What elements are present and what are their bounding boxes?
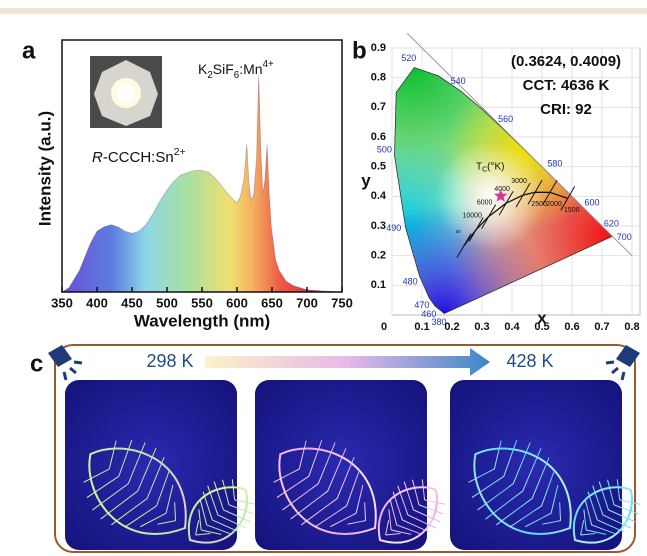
y-tick-label: 0.1 (371, 279, 386, 291)
wavelength-label: 580 (547, 159, 562, 169)
y-tick-label: 0.8 (371, 72, 386, 84)
wavelength-label: 490 (386, 223, 401, 233)
wavelength-label: 480 (403, 276, 418, 286)
y-tick-label: 0.7 (371, 101, 386, 113)
wavelength-label: 520 (401, 53, 416, 63)
x-tick-label: 750 (331, 295, 353, 310)
inset-photo (90, 56, 162, 128)
y-axis-title: y (361, 171, 371, 190)
x-tick-label: 600 (226, 295, 248, 310)
wavelength-label: 560 (498, 114, 513, 124)
photo-tile (65, 380, 237, 550)
panel-label: a (22, 37, 36, 64)
figure: a b c 298 K 428 K 350 400 450 500 550 600 650 7… (0, 0, 647, 556)
temperature-label: 4000 (494, 186, 510, 193)
annotation: CCT: 4636 K (523, 77, 610, 94)
y-tick-label: 0.6 (371, 131, 386, 143)
temperature-label: 2000 (546, 201, 562, 208)
x-tick-label: 0.2 (444, 321, 459, 333)
x-tick-label: 550 (191, 295, 213, 310)
annotation: R-CCCH:Sn2+ (92, 146, 186, 166)
panel-label: b (352, 37, 367, 64)
y-tick-label: 0.3 (371, 220, 386, 232)
annotation: TC(°K) (476, 161, 505, 174)
annotation: CRI: 92 (540, 101, 592, 118)
end-temperature: 428 K (506, 351, 553, 371)
temperature-arrow (205, 348, 490, 376)
temperature-label: ∞ (456, 228, 461, 235)
lamp-icon (48, 345, 82, 380)
panel-label: c (30, 350, 43, 377)
wavelength-label: 700 (617, 232, 632, 242)
x-tick-label: 0.8 (624, 321, 639, 333)
wavelength-label: 600 (584, 197, 599, 207)
x-tick-label: 0.7 (594, 321, 609, 333)
wavelength-label: 470 (414, 300, 429, 310)
annotation-part: SiF (213, 61, 234, 77)
gamut-white (436, 141, 546, 251)
y-tick-label: 0.4 (371, 190, 387, 202)
annotation-part: 2+ (174, 146, 186, 158)
x-tick-label: 700 (296, 295, 318, 310)
annotation-part: :Mn (239, 61, 262, 77)
photo (253, 380, 455, 556)
start-temperature: 298 K (146, 351, 193, 371)
wavelength-label: 460 (421, 309, 436, 319)
photo-tile (450, 380, 622, 550)
x-tick-label: 0.1 (414, 321, 429, 333)
photo-tile (255, 380, 427, 550)
temperature-label: 10000 (462, 212, 482, 219)
wavelength-label: 500 (377, 144, 392, 154)
photo (448, 380, 647, 556)
annotation: K2SiF6:Mn4+ (198, 59, 274, 81)
y-tick-label: 0.5 (371, 161, 386, 173)
x-tick-label: 500 (156, 295, 178, 310)
x-tick-label: 400 (86, 295, 108, 310)
temperature-label: 6000 (477, 199, 493, 206)
wavelength-label: 540 (451, 76, 466, 86)
annotation-part: -CCCH:Sn (103, 149, 174, 166)
x-tick-label: 0.6 (564, 321, 579, 333)
top-band (0, 8, 647, 14)
photo (63, 380, 265, 556)
annotation-part: (°K) (487, 161, 504, 172)
y-tick-label: 0.9 (371, 42, 386, 54)
x-tick-label: 450 (121, 295, 143, 310)
x-axis-title: Wavelength (nm) (134, 311, 270, 330)
x-tick-label: 0.4 (504, 321, 520, 333)
temperature-label: 1500 (564, 207, 580, 214)
annotation-part: R (92, 149, 103, 166)
x-tick-label: 0.3 (474, 321, 489, 333)
x-axis-title: x (537, 308, 547, 327)
x-tick-label: 0 (381, 321, 387, 333)
x-tick-label: 650 (261, 295, 283, 310)
y-axis-title: Intensity (a.u.) (35, 111, 54, 226)
x-tick-label: 350 (51, 295, 73, 310)
wavelength-label: 620 (604, 219, 619, 229)
annotation-part: 4+ (263, 59, 274, 70)
photo-row (63, 380, 647, 556)
annotation: (0.3624, 0.4009) (511, 53, 621, 70)
temperature-label: 3000 (511, 178, 527, 185)
y-tick-label: 0.2 (371, 250, 386, 262)
